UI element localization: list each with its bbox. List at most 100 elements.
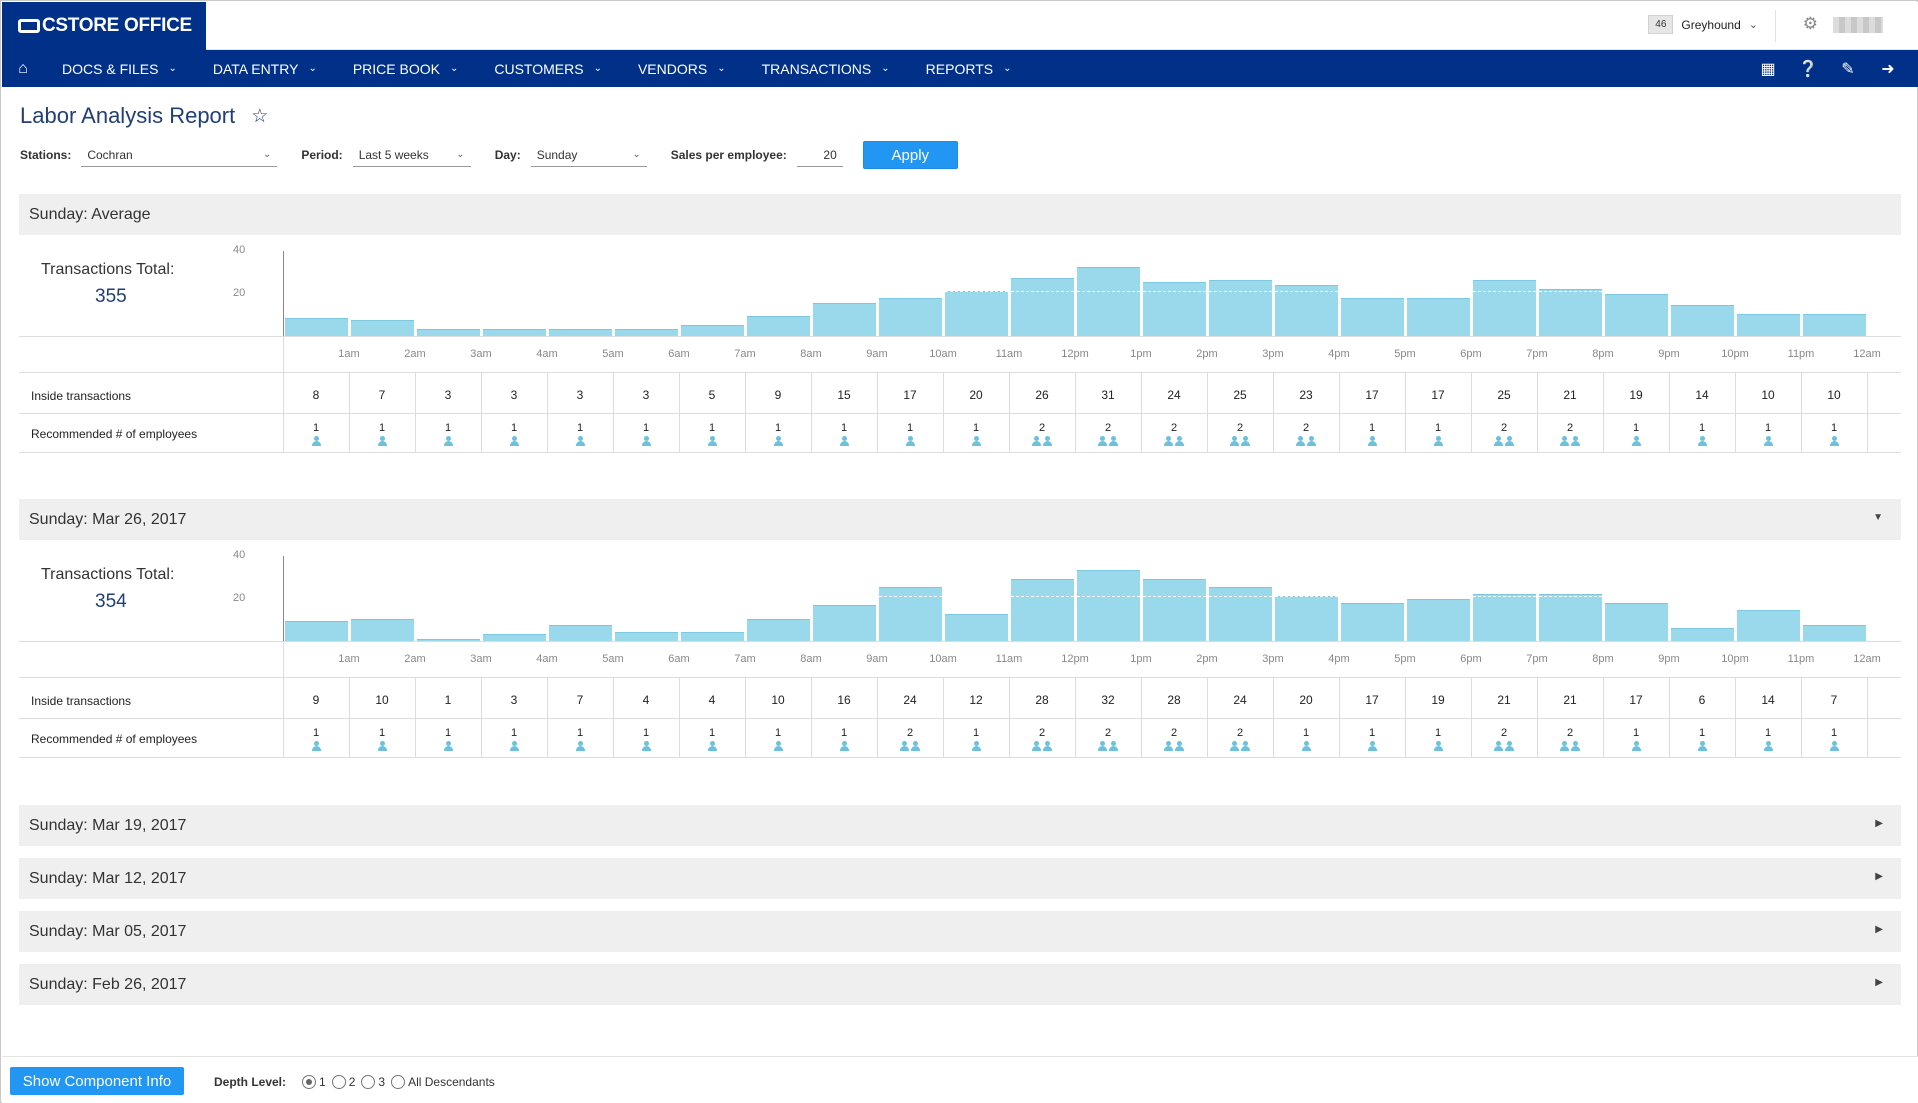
recommended-employees-cell: 1 — [1339, 727, 1405, 752]
chart-bar[interactable] — [1605, 293, 1668, 336]
chart-bar[interactable] — [1539, 594, 1602, 641]
caret-right-icon[interactable]: ▶ — [1875, 924, 1883, 935]
chart-bar[interactable] — [285, 318, 348, 336]
chart-bar[interactable] — [747, 315, 810, 336]
chart-bar[interactable] — [1407, 298, 1470, 336]
chart-bar[interactable] — [1209, 587, 1272, 641]
chart-bar[interactable] — [417, 329, 480, 336]
nav-item-reports[interactable]: REPORTS ⌄ — [908, 50, 1030, 87]
apps-grid-icon[interactable]: ▦ — [1760, 60, 1776, 78]
recommended-employees-cell: 1 — [745, 422, 811, 447]
chart-bar[interactable] — [1275, 284, 1338, 336]
section-header[interactable]: Sunday: Average — [19, 194, 1901, 235]
chart-bar[interactable] — [483, 634, 546, 641]
chart-bar[interactable] — [945, 291, 1008, 336]
recommended-employees-cell: 1 — [1273, 727, 1339, 752]
chart-bar[interactable] — [1473, 594, 1536, 641]
user-avatar-blurred[interactable] — [1833, 17, 1883, 33]
caret-right-icon[interactable]: ▶ — [1875, 871, 1883, 882]
chart-bar[interactable] — [351, 320, 414, 336]
depth-radio-3[interactable]: 3 — [361, 1075, 385, 1089]
chart-bar[interactable] — [1803, 313, 1866, 336]
nav-item-docs-files[interactable]: DOCS & FILES ⌄ — [44, 50, 195, 87]
edit-icon[interactable]: ✎ — [1841, 60, 1855, 78]
nav-item-vendors[interactable]: VENDORS ⌄ — [620, 50, 744, 87]
chart-bar[interactable] — [351, 618, 414, 641]
depth-radio-all-descendants[interactable]: All Descendants — [391, 1075, 495, 1089]
chart-bar[interactable] — [417, 638, 480, 641]
chart-bar[interactable] — [813, 605, 876, 641]
chart-bar[interactable] — [1803, 625, 1866, 641]
stations-select[interactable]: Cochran ⌄ — [81, 143, 278, 167]
chart-bar[interactable] — [1341, 298, 1404, 336]
y-tick-label: 20 — [233, 286, 246, 299]
day-select[interactable]: Sunday ⌄ — [530, 143, 647, 167]
chart-bar[interactable] — [615, 632, 678, 641]
caret-down-icon[interactable]: ▼ — [1873, 512, 1883, 523]
help-icon[interactable]: ❔ — [1798, 60, 1818, 78]
chart-bar[interactable] — [1077, 266, 1140, 336]
sales-per-employee-input[interactable]: 20 — [796, 143, 843, 167]
section-header-collapsed[interactable]: Sunday: Mar 12, 2017 ▶ — [19, 858, 1901, 899]
section-header-collapsed[interactable]: Sunday: Mar 19, 2017 ▶ — [19, 805, 1901, 846]
chart-bar[interactable] — [1737, 313, 1800, 336]
logo-icon — [18, 19, 40, 33]
chart-bar[interactable] — [285, 620, 348, 641]
chart-bar[interactable] — [813, 302, 876, 336]
chevron-down-icon: ⌄ — [456, 149, 465, 160]
chart-bar[interactable] — [879, 298, 942, 336]
chart-bar[interactable] — [615, 329, 678, 336]
nav-item-price-book[interactable]: PRICE BOOK ⌄ — [335, 50, 477, 87]
chart-bar[interactable] — [1671, 627, 1734, 641]
show-component-info-button[interactable]: Show Component Info — [10, 1067, 184, 1095]
column-divider — [1405, 372, 1406, 452]
chart-bar[interactable] — [1341, 603, 1404, 641]
chart-bar[interactable] — [1407, 598, 1470, 641]
gear-icon[interactable]: ⚙ — [1802, 14, 1818, 33]
depth-radio-2[interactable]: 2 — [331, 1075, 355, 1089]
chart-bar[interactable] — [945, 614, 1008, 641]
logo[interactable]: CSTORE OFFICE — [2, 2, 206, 50]
account-selector[interactable]: 46 Greyhound ⌄ — [1648, 15, 1758, 34]
chart-bar[interactable] — [483, 329, 546, 336]
chart-bar[interactable] — [1077, 569, 1140, 641]
chart-bar[interactable] — [1737, 609, 1800, 641]
employee-icons — [1603, 741, 1669, 752]
chart-bar[interactable] — [1011, 578, 1074, 641]
logout-icon[interactable]: ➜ — [1881, 60, 1895, 78]
chart-bar[interactable] — [1671, 304, 1734, 336]
nav-item-data-entry[interactable]: DATA ENTRY ⌄ — [195, 50, 335, 87]
caret-right-icon[interactable]: ▶ — [1875, 977, 1883, 988]
chart-bar[interactable] — [681, 324, 744, 336]
chart-bar[interactable] — [1143, 282, 1206, 336]
depth-radio-1[interactable]: 1 — [302, 1075, 326, 1089]
employee-icons — [481, 436, 547, 447]
nav-item-transactions[interactable]: TRANSACTIONS ⌄ — [744, 50, 908, 87]
caret-right-icon[interactable]: ▶ — [1875, 818, 1883, 829]
section-header-collapsed[interactable]: Sunday: Mar 05, 2017 ▶ — [19, 911, 1901, 952]
chart-bar[interactable] — [879, 587, 942, 641]
nav-item-customers[interactable]: CUSTOMERS ⌄ — [476, 50, 620, 87]
chart-bar[interactable] — [549, 329, 612, 336]
favorite-star-icon[interactable]: ☆ — [251, 105, 269, 127]
recommended-employees-cell: 1 — [1735, 422, 1801, 447]
employee-icons — [1273, 436, 1339, 447]
person-icon — [1504, 741, 1515, 752]
employee-icons — [1273, 741, 1339, 752]
chart-bar[interactable] — [549, 625, 612, 641]
chart-bar[interactable] — [1143, 578, 1206, 641]
apply-button[interactable]: Apply — [862, 141, 958, 169]
chart-bar[interactable] — [1011, 277, 1074, 336]
section-header[interactable]: Sunday: Mar 26, 2017 ▼ — [19, 499, 1901, 540]
period-select[interactable]: Last 5 weeks ⌄ — [352, 143, 471, 167]
chart-bar[interactable] — [1209, 280, 1272, 336]
chart-bar[interactable] — [1539, 289, 1602, 336]
column-divider — [349, 372, 350, 452]
chart-bar[interactable] — [681, 632, 744, 641]
chart-bar[interactable] — [747, 618, 810, 641]
section-header-collapsed[interactable]: Sunday: Feb 26, 2017 ▶ — [19, 964, 1901, 1005]
chart-bar[interactable] — [1275, 596, 1338, 641]
chart-bar[interactable] — [1605, 603, 1668, 641]
home-icon[interactable]: ⌂ — [18, 59, 28, 77]
chart-bar[interactable] — [1473, 280, 1536, 336]
